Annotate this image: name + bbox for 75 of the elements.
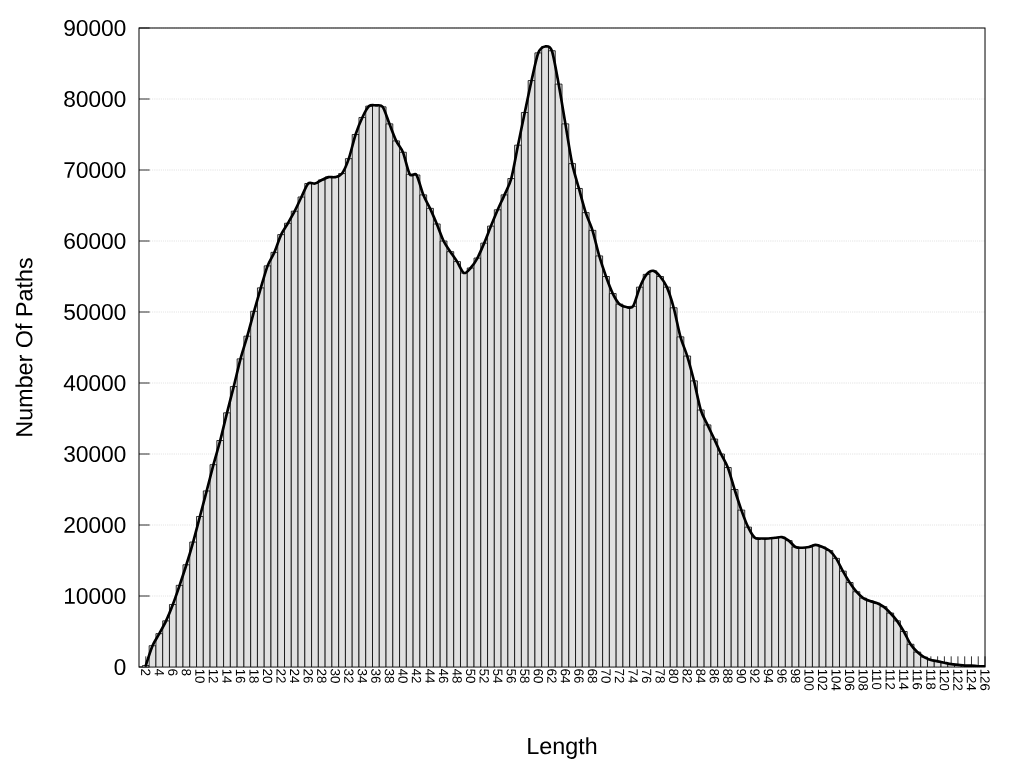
x-axis-title: Length	[528, 737, 597, 759]
x-tick-label: 60	[533, 669, 544, 683]
x-tick-label: 10	[195, 669, 205, 683]
x-tick-label: 114	[899, 669, 909, 690]
x-tick-label: 46	[438, 668, 449, 683]
y-tick-label: 80000	[64, 90, 126, 108]
x-tick-label: 100	[804, 669, 814, 691]
x-tick-label: 42	[411, 668, 422, 683]
x-tick-label: 86	[709, 669, 719, 683]
x-tick-label: 30	[330, 669, 340, 683]
x-tick-label: 98	[790, 669, 801, 683]
x-tick-label: 116	[912, 669, 923, 690]
x-tick-label: 20	[262, 669, 273, 683]
x-tick-label: 110	[872, 669, 882, 690]
x-tick-label: 50	[465, 669, 476, 683]
y-tick-label: 50000	[64, 303, 126, 321]
x-tick-label: 72	[614, 669, 625, 683]
x-tick-label: 88	[723, 669, 733, 683]
x-tick-label: 22	[276, 669, 286, 683]
x-tick-label: 18	[249, 669, 259, 683]
x-tick-label: 52	[479, 669, 489, 683]
x-tick-label: 38	[384, 669, 395, 683]
x-tick-label: 102	[817, 669, 828, 691]
x-tick-label: 2	[141, 669, 151, 676]
x-tick-label: 126	[980, 669, 990, 691]
x-tick-label: 64	[560, 669, 571, 684]
x-tick-label: 58	[520, 669, 530, 683]
x-tick-label: 80	[668, 669, 679, 683]
x-tick-label: 4	[154, 668, 164, 676]
x-tick-label: 122	[953, 669, 963, 691]
x-tick-label: 96	[777, 669, 787, 683]
x-tick-label: 90	[736, 669, 747, 683]
y-axis-title: Number Of Paths	[15, 258, 33, 436]
x-tick-label: 56	[506, 669, 516, 683]
y-tick-label: 40000	[63, 374, 126, 392]
x-tick-label: 44	[425, 668, 435, 684]
x-tick-label: 74	[628, 669, 638, 684]
x-tick-label: 84	[696, 669, 706, 684]
x-tick-label: 82	[682, 669, 692, 683]
x-tick-label: 48	[452, 668, 462, 683]
x-tick-label: 26	[303, 669, 313, 683]
y-tick-label: 0	[114, 658, 126, 676]
x-tick-label: 112	[885, 669, 895, 690]
y-tick-label: 60000	[64, 232, 126, 250]
x-tick-label: 94	[763, 669, 774, 684]
y-tick-label: 70000	[64, 161, 126, 179]
x-tick-label: 28	[317, 669, 327, 683]
x-tick-label: 70	[601, 669, 611, 683]
x-tick-label: 62	[547, 669, 557, 683]
x-tick-label: 124	[966, 669, 977, 691]
x-tick-label: 34	[357, 669, 368, 684]
x-tick-label: 108	[858, 669, 868, 691]
x-tick-label: 36	[371, 669, 381, 683]
x-tick-label: 32	[344, 669, 354, 683]
y-tick-label: 90000	[64, 19, 126, 37]
x-tick-label: 40	[398, 668, 408, 683]
x-tick-label: 92	[750, 669, 760, 683]
x-tick-label: 66	[574, 669, 584, 683]
x-tick-label: 76	[641, 669, 652, 683]
x-tick-label: 24	[290, 669, 300, 684]
x-tick-label: 14	[222, 669, 232, 684]
x-tick-label: 12	[208, 669, 219, 683]
x-tick-label: 8	[181, 669, 192, 676]
y-tick-label: 20000	[64, 516, 126, 534]
y-tick-label: 10000	[65, 587, 126, 605]
x-tick-label: 106	[844, 669, 855, 691]
x-tick-label: 78	[655, 669, 665, 683]
x-tick-label: 104	[831, 669, 841, 691]
x-tick-label: 16	[235, 669, 246, 683]
x-tick-label: 54	[493, 669, 503, 684]
y-tick-label: 30000	[64, 445, 126, 463]
x-tick-label: 6	[168, 669, 178, 676]
x-tick-label: 68	[587, 669, 598, 683]
x-tick-label: 120	[939, 669, 950, 691]
x-tick-label: 118	[926, 669, 936, 690]
